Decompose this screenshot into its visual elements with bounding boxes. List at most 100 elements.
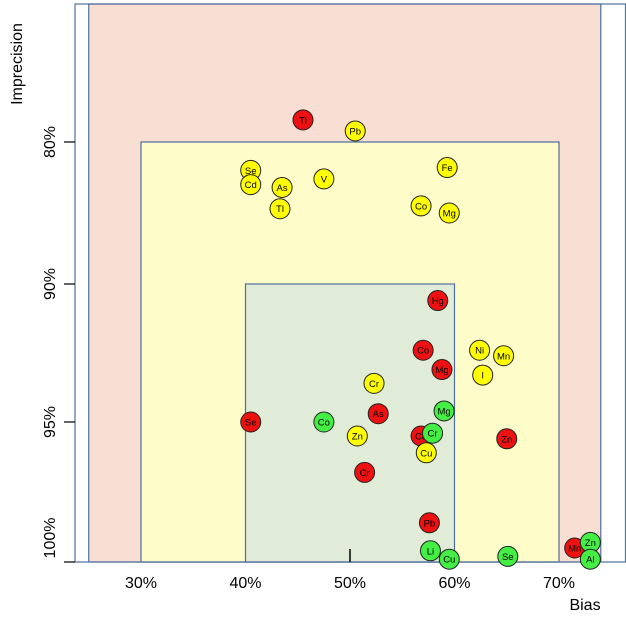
point-red-mg: Mg xyxy=(431,359,453,381)
point-green-li: Li xyxy=(419,540,441,562)
point-yellow-cd: Cd xyxy=(240,174,262,196)
point-marker xyxy=(354,461,376,483)
point-marker xyxy=(367,403,389,425)
point-label: Zn xyxy=(501,434,512,445)
point-marker xyxy=(313,411,335,433)
point-marker xyxy=(418,512,440,534)
point-marker xyxy=(419,540,441,562)
point-label: Cu xyxy=(420,448,432,459)
point-label: Zn xyxy=(585,538,596,549)
point-label: I xyxy=(481,371,484,382)
point-label: Mg xyxy=(437,406,450,417)
point-label: Co xyxy=(417,346,429,357)
point-marker xyxy=(579,548,601,570)
point-marker xyxy=(415,442,437,464)
y-axis-ticks: 80% 90% 95% 100% xyxy=(42,126,75,563)
point-marker xyxy=(292,109,314,131)
zone-inner xyxy=(244,283,456,563)
point-red-zn: Zn xyxy=(496,428,518,450)
y-tick-label: 100% xyxy=(42,518,59,559)
point-label: As xyxy=(373,409,384,420)
point-yellow-cr: Cr xyxy=(363,372,385,394)
point-marker xyxy=(493,345,515,367)
y-tick-label: 95% xyxy=(42,406,59,438)
point-marker xyxy=(363,372,385,394)
point-label: Li xyxy=(427,546,434,557)
point-marker xyxy=(271,176,293,198)
point-label: Cr xyxy=(369,379,379,390)
point-marker xyxy=(438,202,460,224)
y-tick-label: 80% xyxy=(42,126,59,158)
x-axis-title: Bias xyxy=(569,597,600,614)
point-marker xyxy=(436,157,458,179)
point-label: Al xyxy=(586,555,594,566)
point-green-co: Co xyxy=(313,411,335,433)
point-yellow-zn: Zn xyxy=(346,425,368,447)
point-label: Se xyxy=(245,166,257,177)
point-marker xyxy=(344,120,366,142)
point-yellow-v: V xyxy=(313,168,335,190)
point-label: Co xyxy=(415,201,427,212)
point-marker xyxy=(438,548,460,570)
point-marker xyxy=(346,425,368,447)
point-marker xyxy=(469,339,491,361)
point-red-hg: Hg xyxy=(427,290,449,312)
point-label: Cu xyxy=(443,555,455,566)
point-yellow-as: As xyxy=(271,176,293,198)
point-label: Se xyxy=(502,552,514,563)
point-marker xyxy=(427,290,449,312)
point-green-cu: Cu xyxy=(438,548,460,570)
x-axis-ticks: 30% 40% 50% 60% 70% xyxy=(125,549,575,592)
x-tick-label: 50% xyxy=(334,575,366,592)
point-yellow-mn: Mn xyxy=(493,345,515,367)
point-marker xyxy=(412,339,434,361)
point-yellow-pb: Pb xyxy=(344,120,366,142)
point-label: Se xyxy=(245,418,257,429)
point-red-co: Co xyxy=(412,339,434,361)
point-marker xyxy=(497,545,519,567)
point-yellow-fe: Fe xyxy=(436,157,458,179)
point-label: Mn xyxy=(568,544,581,555)
point-marker xyxy=(472,364,494,386)
point-yellow-ni: Ni xyxy=(469,339,491,361)
point-marker xyxy=(433,400,455,422)
point-label: V xyxy=(321,174,328,185)
point-label: Cd xyxy=(245,180,257,191)
point-marker xyxy=(431,359,453,381)
point-label: Ni xyxy=(475,346,484,357)
point-label: As xyxy=(277,183,288,194)
point-marker xyxy=(240,174,262,196)
point-yellow-tl: Tl xyxy=(269,198,291,220)
point-label: Zn xyxy=(352,432,363,443)
point-green-al: Al xyxy=(579,548,601,570)
point-red-tl: Tl xyxy=(292,109,314,131)
point-label: Pb xyxy=(349,126,361,137)
point-yellow-mg: Mg xyxy=(438,202,460,224)
point-label: Tl xyxy=(299,115,307,126)
point-green-mg: Mg xyxy=(433,400,455,422)
y-tick-label: 90% xyxy=(42,268,59,300)
point-green-se: Se xyxy=(497,545,519,567)
point-red-pb: Pb xyxy=(418,512,440,534)
point-yellow-cu: Cu xyxy=(415,442,437,464)
point-label: Cd xyxy=(415,432,427,443)
x-tick-label: 30% xyxy=(125,575,157,592)
point-label: Tl xyxy=(276,204,284,215)
y-axis-title: Imprecision xyxy=(9,23,26,105)
point-marker xyxy=(410,195,432,217)
x-tick-label: 40% xyxy=(229,575,261,592)
point-label: Co xyxy=(318,418,330,429)
point-label: Cr xyxy=(428,429,438,440)
point-label: Mn xyxy=(497,351,510,362)
point-marker xyxy=(240,411,262,433)
point-marker xyxy=(422,422,444,444)
point-yellow-i: I xyxy=(472,364,494,386)
point-label: Cr xyxy=(360,468,370,479)
zone-rectangles xyxy=(88,3,602,563)
point-label: Hg xyxy=(432,296,444,307)
point-red-se: Se xyxy=(240,411,262,433)
point-marker xyxy=(496,428,518,450)
x-tick-label: 70% xyxy=(543,575,575,592)
point-red-as: As xyxy=(367,403,389,425)
